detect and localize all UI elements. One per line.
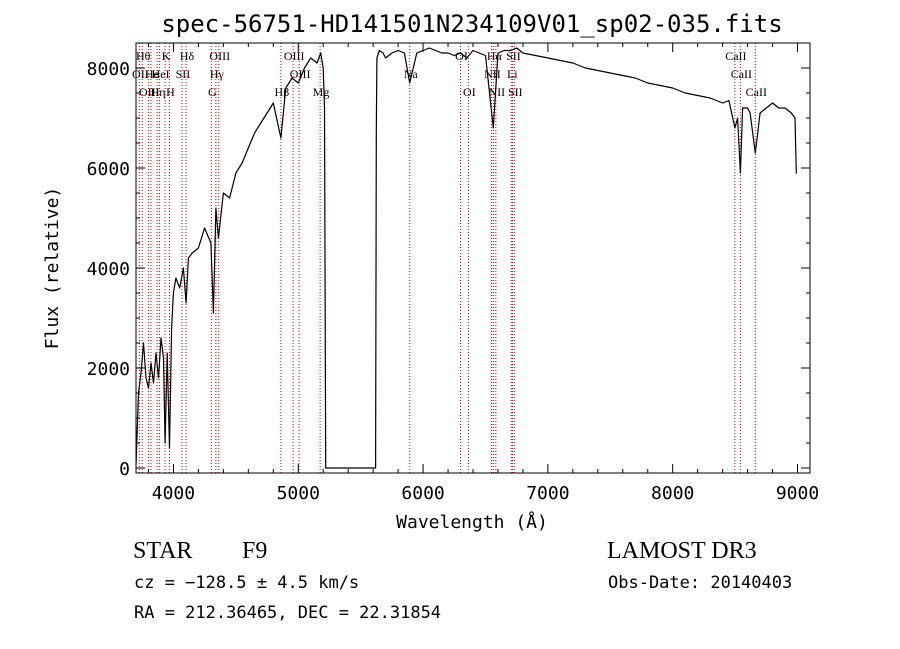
survey-name: LAMOST DR3	[607, 538, 757, 564]
line-label-1: Hθ	[136, 49, 151, 63]
x-tick-label-3: 7000	[526, 483, 569, 504]
line-label-0: OII	[132, 67, 149, 81]
y-tick-label-1: 2000	[87, 359, 130, 380]
line-label-9: Hδ	[180, 49, 195, 63]
line-label-25: SII	[508, 85, 523, 99]
y-tick-label-4: 8000	[87, 59, 130, 80]
x-tick-label-0: 4000	[152, 483, 195, 504]
y-tick-label-3: 6000	[87, 159, 130, 180]
y-tick-label-2: 4000	[87, 259, 130, 280]
object-type: STAR	[133, 538, 193, 564]
line-label-3: He	[145, 67, 159, 81]
line-label-14: OIII	[284, 49, 305, 63]
y-axis-label: Flux (relative)	[42, 187, 63, 350]
line-label-16: Mg	[313, 85, 330, 99]
line-label-28: CaII	[746, 85, 767, 99]
line-label-8: SII	[176, 67, 191, 81]
line-label-5: HeI	[152, 67, 170, 81]
line-label-21: Hα	[487, 49, 503, 63]
line-label-4: Hη	[151, 85, 166, 99]
axes-frame	[135, 42, 811, 474]
x-axis-label: Wavelength (Å)	[396, 511, 548, 533]
x-tick-label-1: 5000	[277, 483, 320, 504]
object-subclass: F9	[242, 538, 268, 564]
line-label-19: OI	[463, 85, 476, 99]
spectrum-line	[135, 47, 797, 469]
line-label-12: OIII	[209, 49, 230, 63]
line-label-15: OIII	[290, 67, 311, 81]
x-tick-label-2: 6000	[401, 483, 444, 504]
line-label-11: Hγ	[210, 67, 225, 81]
observation-date: Obs-Date: 20140403	[608, 573, 793, 593]
line-label-22: NII	[489, 85, 506, 99]
chart-title: spec-56751-HD141501N234109V01_sp02-035.f…	[161, 10, 782, 38]
line-label-24: SII	[506, 49, 521, 63]
line-label-6: K	[162, 49, 171, 63]
line-label-23: Li	[507, 67, 518, 81]
line-label-13: Hβ	[275, 85, 290, 99]
line-label-2: OIII	[139, 85, 160, 99]
redshift-velocity: cz = −128.5 ± 4.5 km/s	[134, 573, 360, 593]
coordinates: RA = 212.36465, DEC = 22.31854	[134, 603, 442, 623]
line-label-26: CaII	[725, 49, 746, 63]
line-label-20: NII	[484, 67, 501, 81]
plot-area: 4000 5000 6000 7000 8000 9000 0 2000 4000 6000 800…	[87, 42, 819, 504]
line-label-18: OI	[455, 49, 468, 63]
line-label-27: CaII	[731, 67, 752, 81]
line-label-17: Na	[404, 67, 419, 81]
line-label-7: H	[166, 85, 175, 99]
x-tick-label-4: 8000	[651, 483, 694, 504]
y-tick-label-0: 0	[119, 459, 130, 480]
x-tick-label-5: 9000	[776, 483, 819, 504]
line-label-10: G	[208, 85, 217, 99]
